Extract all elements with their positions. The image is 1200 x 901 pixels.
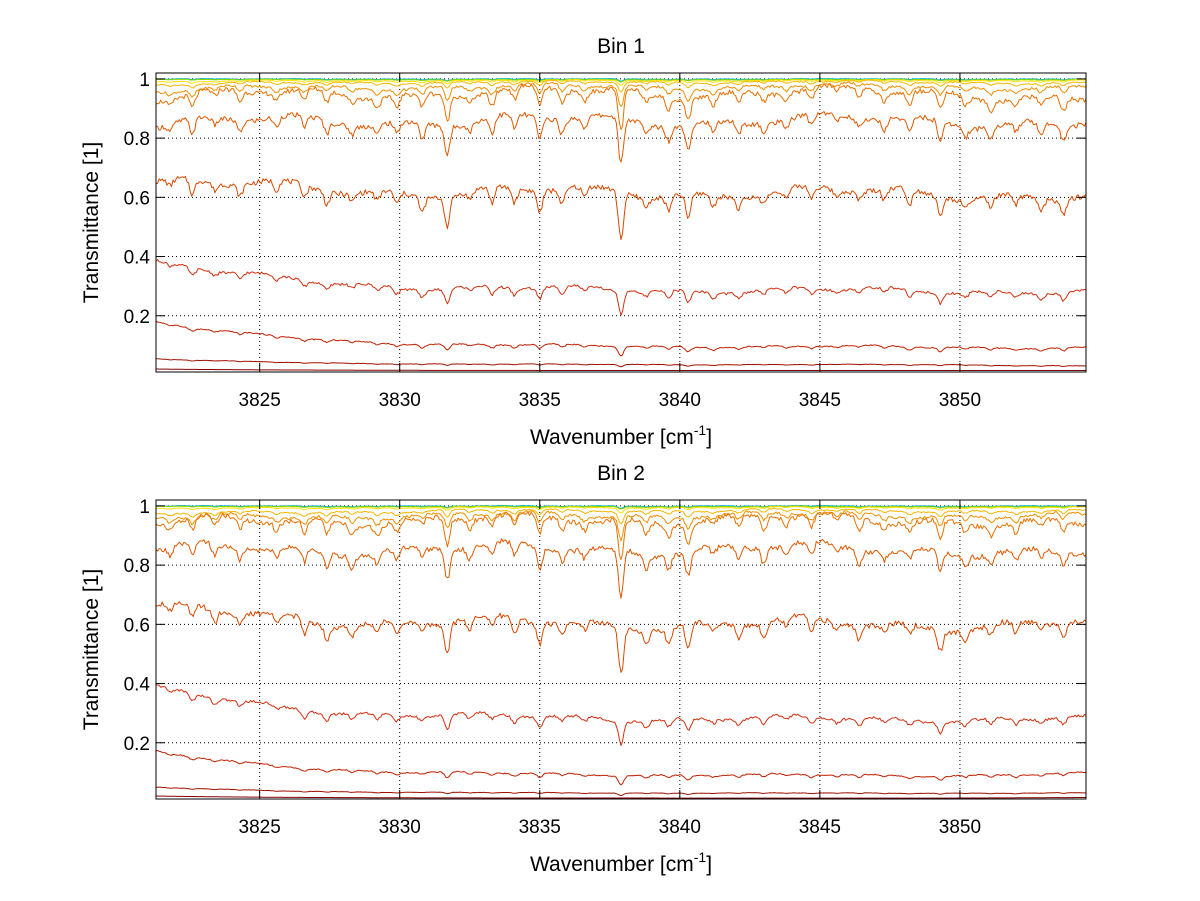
subplot-bin-2: 3825 3830 3835 3840 3845 3850 0.2 0.4 0.6 0.8 1 Bin…	[80, 462, 1087, 876]
series-line	[156, 77, 1086, 82]
axes-frame	[155, 72, 1087, 373]
series-line	[156, 684, 1086, 747]
series-line	[156, 504, 1086, 509]
series-line	[156, 259, 1086, 316]
y-tick-label: 1	[139, 70, 150, 91]
subplot-bin-1: 3825 3830 3835 3840 3845 3850 0.2 0.4 0.6 0.8 1 Bin…	[80, 35, 1087, 449]
axes-frame	[155, 499, 1087, 800]
y-axis-label: Transmittance [1]	[80, 569, 103, 730]
x-tick-label: 3850	[939, 817, 981, 838]
series-line	[156, 505, 1086, 510]
series-line	[156, 507, 1086, 525]
series-line	[156, 510, 1086, 542]
chart-title: Bin 1	[597, 35, 645, 58]
y-tick-label: 0.2	[124, 307, 150, 328]
x-tick-label: 3840	[659, 390, 701, 411]
series-line	[156, 175, 1086, 241]
x-axis-label: Wavenumber [cm-1]	[530, 422, 712, 449]
series-line	[156, 506, 1086, 514]
x-tick-label: 3835	[519, 817, 561, 838]
chart-title: Bin 2	[597, 462, 645, 485]
y-tick-label: 0.2	[124, 734, 150, 755]
x-tick-label: 3830	[379, 817, 421, 838]
series-line	[156, 601, 1086, 673]
x-tick-label: 3830	[379, 390, 421, 411]
y-tick-label: 0.8	[124, 556, 150, 577]
x-tick-label: 3825	[239, 817, 281, 838]
x-tick-label: 3825	[239, 390, 281, 411]
series-line	[156, 79, 1086, 86]
series-line	[156, 511, 1086, 561]
x-tick-label: 3840	[659, 817, 701, 838]
x-tick-label: 3850	[939, 390, 981, 411]
series-line	[156, 83, 1086, 131]
series-group	[156, 504, 1086, 799]
series-line	[156, 81, 1086, 107]
series-line	[156, 368, 1086, 372]
series-line	[156, 538, 1086, 599]
y-tick-label: 0.6	[124, 615, 150, 636]
series-line	[156, 750, 1086, 786]
x-tick-label: 3845	[799, 817, 841, 838]
series-line	[156, 320, 1086, 357]
y-tick-label: 0.4	[124, 248, 151, 269]
series-line	[156, 358, 1086, 368]
y-tick-label: 0.8	[124, 129, 150, 150]
series-line	[156, 795, 1086, 799]
x-tick-label: 3845	[799, 390, 841, 411]
series-group	[156, 77, 1086, 372]
series-line	[156, 111, 1086, 163]
y-tick-label: 0.6	[124, 188, 150, 209]
series-line	[156, 78, 1086, 83]
y-tick-label: 0.4	[124, 675, 151, 696]
series-line	[156, 79, 1086, 93]
series-line	[156, 786, 1086, 796]
x-tick-label: 3835	[519, 390, 561, 411]
x-axis-label: Wavenumber [cm-1]	[530, 849, 712, 876]
y-tick-label: 1	[139, 497, 150, 518]
y-axis-label: Transmittance [1]	[80, 142, 103, 303]
